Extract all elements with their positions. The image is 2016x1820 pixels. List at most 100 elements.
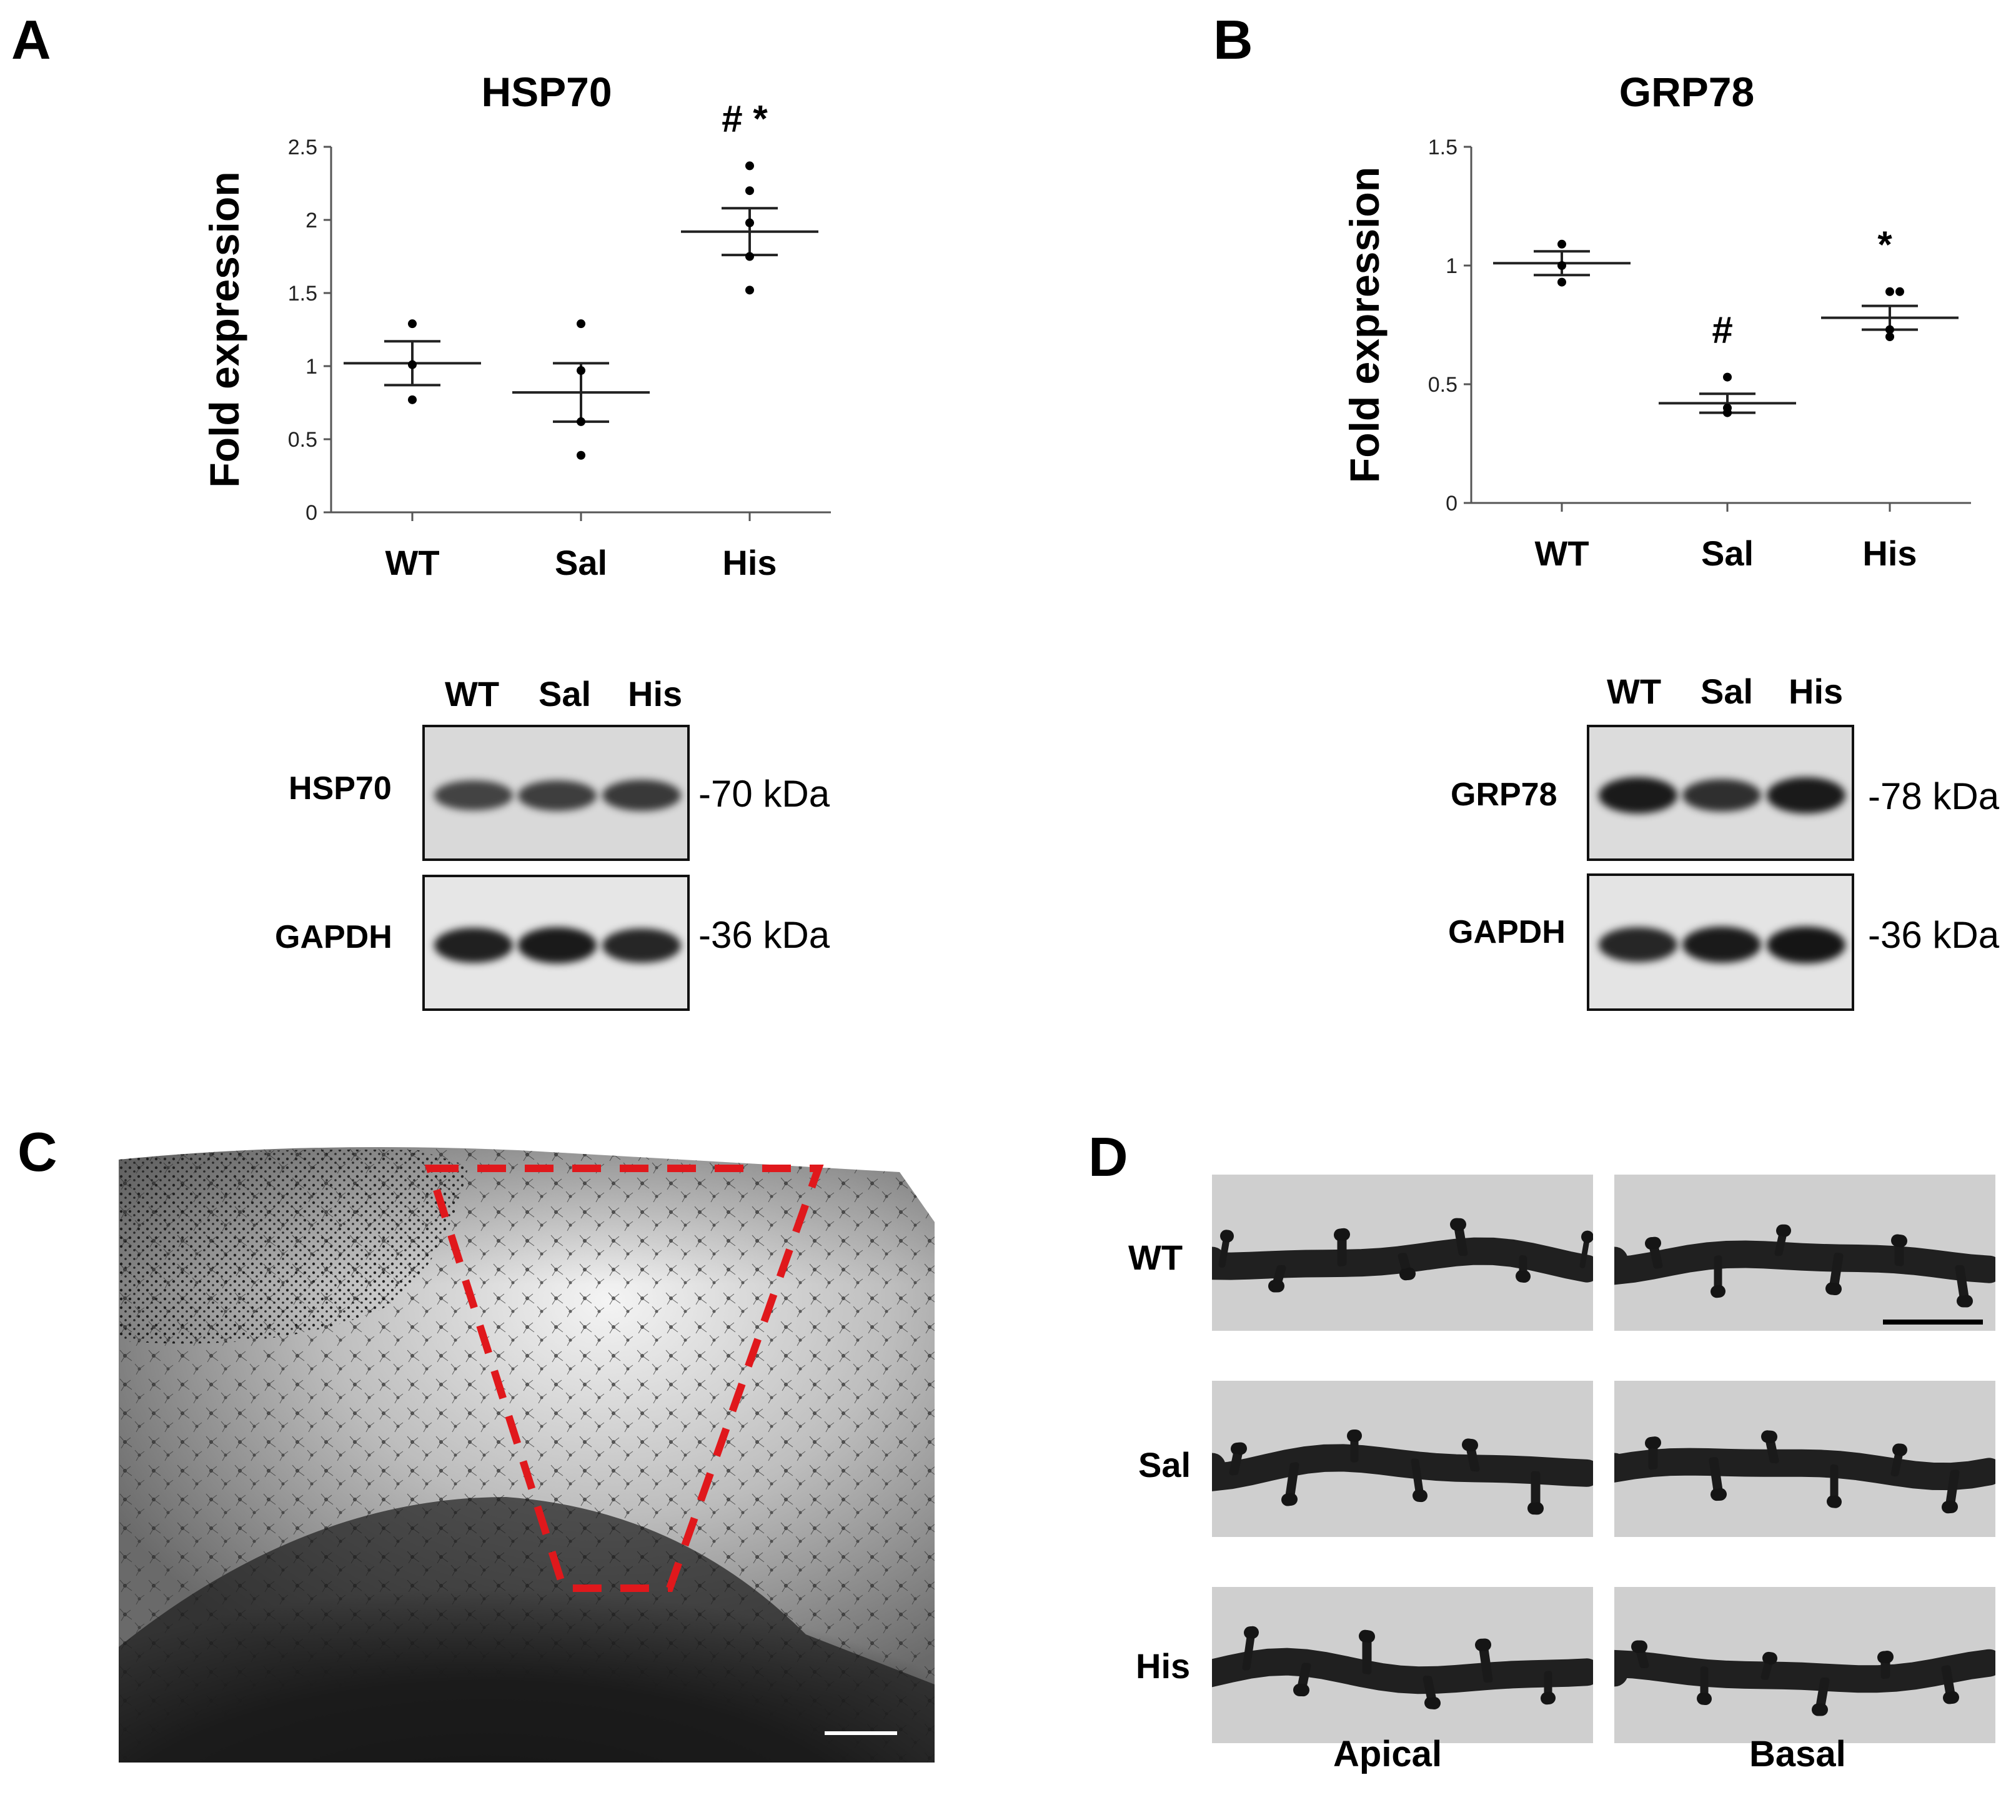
micro-row-label-sal: Sal [1138, 1445, 1191, 1484]
data-point [408, 395, 417, 404]
spine-head [1246, 1626, 1259, 1639]
panel-label-c: C [17, 1121, 57, 1183]
data-point [1723, 372, 1732, 382]
data-point [1557, 261, 1566, 270]
spine-micrograph-his-basal [1614, 1587, 1995, 1743]
significance-marker: # * [722, 97, 768, 139]
roi-outline [424, 1165, 824, 1592]
scale-bar-d [1883, 1320, 1983, 1325]
blot-band [1682, 927, 1762, 963]
spine-head [1479, 1638, 1491, 1651]
blot-band [518, 780, 597, 811]
blot-band [1766, 926, 1845, 963]
spine-head [1234, 1442, 1247, 1455]
spine-head [1815, 1703, 1828, 1716]
micro-col-label-basal: Basal [1749, 1734, 1846, 1774]
y-tick-label: 0.5 [1428, 373, 1457, 397]
spine-micrograph-sal-apical [1212, 1381, 1593, 1537]
x-tick-label: Sal [555, 543, 607, 582]
blot-b-lane-sal: Sal [1701, 672, 1754, 711]
dendrite [1212, 1237, 1593, 1283]
y-axis-label: Fold expression [201, 171, 247, 487]
y-tick-label: 1 [305, 355, 317, 379]
spine-micrograph-his-apical [1212, 1587, 1593, 1743]
data-point [1885, 325, 1894, 334]
spine-head [1945, 1500, 1958, 1513]
dendrite [1212, 1444, 1593, 1491]
x-tick-label: WT [1534, 534, 1589, 573]
data-point [745, 286, 754, 295]
data-point [577, 450, 585, 460]
spine-head [1428, 1696, 1441, 1709]
x-tick-label: His [1862, 534, 1917, 573]
spine-head [1649, 1236, 1661, 1250]
blot-a-row2 [422, 875, 690, 1011]
spine-head [1779, 1224, 1791, 1237]
blot-a-row1-kda: -70 kDa [698, 773, 830, 815]
dendrite [1614, 1448, 1995, 1491]
micro-row-label-his: His [1136, 1646, 1191, 1686]
spine-head [1713, 1285, 1726, 1298]
significance-marker: * [1877, 224, 1892, 266]
data-point [408, 360, 417, 369]
y-tick-label: 0 [1446, 492, 1457, 515]
blot-b-row1-kda: -78 kDa [1868, 775, 2000, 817]
chart-title: GRP78 [1619, 69, 1754, 115]
y-tick-label: 1 [1446, 254, 1457, 278]
blot-band [602, 780, 681, 812]
dendrite [1614, 1240, 1995, 1285]
y-tick-label: 2 [305, 209, 317, 232]
spine-head [1895, 1443, 1907, 1456]
significance-marker: # [1712, 309, 1732, 351]
micro-row-label-wt: WT [1128, 1238, 1183, 1277]
data-point [408, 319, 417, 329]
spine-head [1272, 1280, 1284, 1293]
spine-head [1221, 1230, 1234, 1243]
data-point [1895, 287, 1904, 296]
spine-head [1765, 1652, 1777, 1665]
blot-b-lane-wt: WT [1607, 672, 1662, 711]
blot-b-row1 [1587, 725, 1854, 861]
chart-title: HSP70 [481, 69, 612, 115]
spine-head [1518, 1270, 1531, 1283]
spine-head [1714, 1488, 1727, 1501]
data-point [577, 417, 585, 426]
data-point [577, 366, 585, 375]
spine-head [1947, 1691, 1959, 1704]
blot-band [1682, 778, 1762, 812]
spine-head [1960, 1295, 1973, 1308]
blot-band [602, 928, 681, 963]
y-tick-label: 0.5 [288, 428, 317, 452]
spine-head [1895, 1235, 1907, 1248]
blot-band [518, 927, 597, 963]
spine-head [1285, 1493, 1298, 1506]
data-point [745, 161, 754, 171]
x-tick-label: His [722, 543, 777, 582]
data-point [1885, 287, 1894, 296]
dendrite [1614, 1649, 1995, 1693]
spine-head [1635, 1640, 1647, 1653]
panel-label-b: B [1213, 9, 1253, 71]
spine-head [1454, 1218, 1466, 1231]
cortex-micrograph [119, 1147, 935, 1763]
data-point [1723, 408, 1732, 417]
panel-label-a: A [11, 9, 51, 71]
spine-head [1581, 1230, 1593, 1243]
micro-col-label-apical: Apical [1333, 1734, 1442, 1774]
blot-band [1598, 777, 1677, 813]
spine-head [1829, 1283, 1842, 1296]
spine-head [1363, 1630, 1375, 1643]
grp78-chart: GRP78 Fold expression 0 0.5 1 1.5 WT Sal His # * [1341, 69, 1971, 573]
y-axis-label: Fold expression [1341, 167, 1388, 483]
data-point [1885, 332, 1894, 341]
panel-label-d: D [1088, 1126, 1128, 1188]
spine-head [1403, 1267, 1416, 1280]
spine-head [1829, 1495, 1842, 1508]
blot-band [434, 928, 513, 963]
spine-head [1297, 1684, 1309, 1697]
spine-head [1649, 1436, 1661, 1450]
y-tick-label: 1.5 [1428, 136, 1457, 159]
data-point [745, 186, 754, 196]
spine-micrograph-sal-basal [1614, 1381, 1995, 1537]
y-tick-label: 2.5 [288, 136, 317, 159]
